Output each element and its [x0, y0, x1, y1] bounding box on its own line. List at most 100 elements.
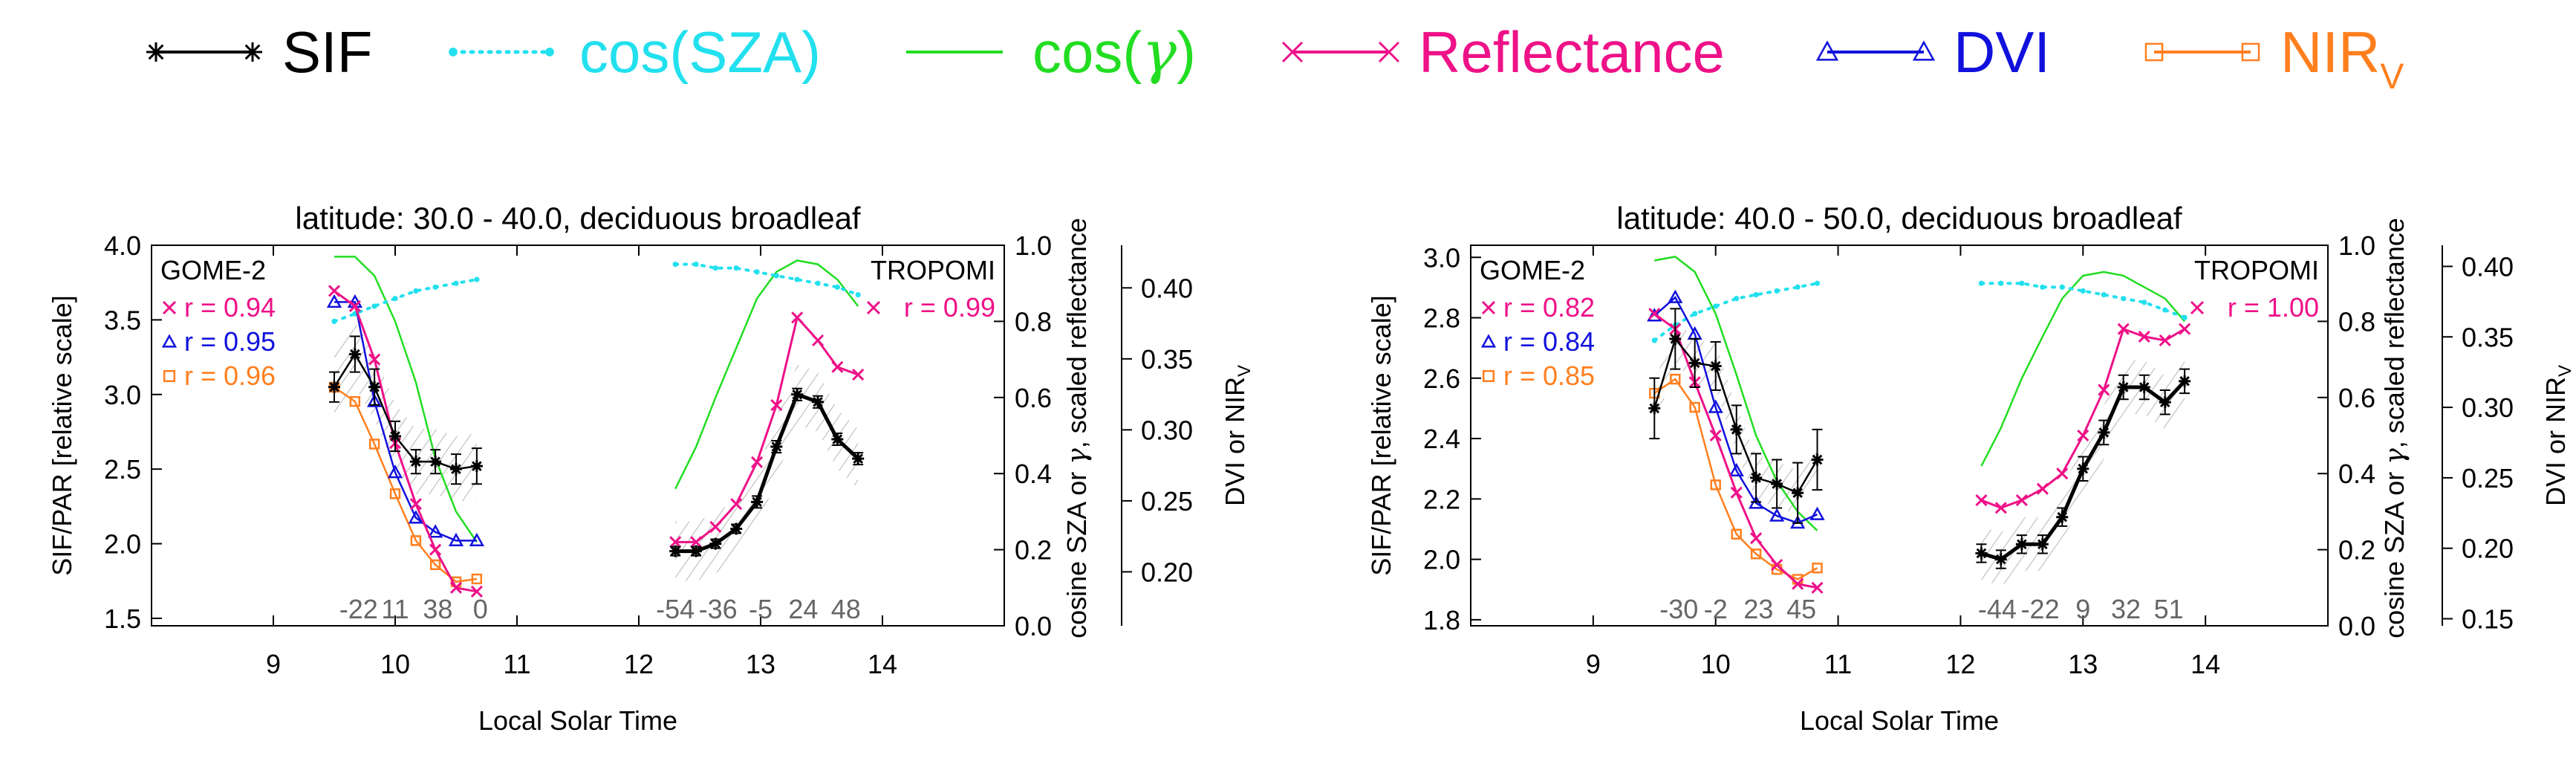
- cos-sza-point: [1713, 303, 1719, 309]
- y2-tick-label: 0.0: [1015, 611, 1052, 641]
- legend-marker: [545, 48, 554, 56]
- reflectance-point: [409, 498, 422, 511]
- angle-label: -5: [749, 594, 773, 624]
- y-tick-label: 2.0: [1423, 545, 1460, 575]
- segment-1: [1975, 271, 2191, 586]
- nirv-point: [1710, 479, 1721, 491]
- x-tick-label: 13: [746, 649, 775, 679]
- nirv-point: [1750, 548, 1762, 560]
- reflectance-point: [791, 311, 804, 324]
- y2-tick-label: 0.8: [2338, 306, 2375, 337]
- angle-label: 24: [788, 594, 818, 624]
- cos-gamma-line: [674, 259, 859, 490]
- legend-label: Reflectance: [1419, 19, 1725, 85]
- y3-tick-label: 0.40: [1141, 273, 1193, 303]
- y-tick-label: 2.6: [1423, 363, 1460, 394]
- reflectance-point: [2138, 330, 2150, 343]
- cos-sza-point: [392, 296, 398, 302]
- reflectance-point: [1730, 486, 1743, 499]
- cos-sza-point: [413, 288, 419, 294]
- y3-axis-label: DVI or NIRV: [1220, 365, 1255, 506]
- cos-sza-point: [1814, 280, 1821, 286]
- angle-label: -36: [699, 594, 738, 624]
- plot-frame: [151, 245, 1005, 627]
- charts: latitude: 30.0 - 40.0, deciduous broadle…: [47, 201, 2575, 736]
- sif-point: [1771, 478, 1783, 491]
- sif-point: [470, 460, 483, 473]
- legend-label: DVI: [1954, 19, 2050, 85]
- y2-tick-label: 0.4: [1015, 459, 1052, 489]
- dvi-point: [1809, 506, 1825, 520]
- angle-label: 51: [2154, 594, 2184, 624]
- cos-sza-line: [1980, 282, 2187, 320]
- reflectance-point: [1994, 502, 2007, 514]
- y-tick-label: 2.8: [1423, 303, 1460, 334]
- sif-point: [1811, 453, 1824, 466]
- sif-point: [1975, 547, 1988, 560]
- y3-tick-label: 0.35: [2462, 322, 2514, 352]
- angle-label: 38: [423, 594, 452, 624]
- dvi-point: [1708, 399, 1723, 413]
- sif-point: [831, 433, 844, 446]
- reflectance-point: [690, 536, 703, 548]
- nirv-line: [334, 386, 478, 583]
- reflectance-line: [334, 290, 478, 593]
- sif-point: [2117, 381, 2130, 393]
- reflectance-point: [852, 369, 865, 381]
- nirv-point: [410, 535, 422, 546]
- sif-point: [2036, 538, 2049, 551]
- dvi-point: [1728, 462, 1744, 477]
- cos-sza-point: [331, 318, 337, 324]
- sif-point: [2015, 538, 2028, 551]
- dvi-point: [1769, 508, 1785, 522]
- segment-1: [669, 259, 865, 581]
- dvi-point: [1790, 514, 1806, 529]
- chart-0: latitude: 30.0 - 40.0, deciduous broadle…: [47, 201, 1255, 736]
- x-tick-label: 13: [2068, 649, 2098, 679]
- sif-point: [812, 395, 824, 408]
- plot-frame: [1470, 245, 2329, 627]
- y-tick-label: 1.8: [1423, 605, 1460, 635]
- cos-sza-point: [2101, 291, 2107, 298]
- reflectance-point: [348, 300, 361, 312]
- y2-tick-label: 0.2: [2338, 535, 2375, 566]
- instrument-label-right: TROPOMI: [2194, 255, 2319, 285]
- dvi-point: [326, 294, 342, 308]
- cos-sza-point: [1998, 280, 2004, 286]
- legend-item-5: NIRV: [2144, 19, 2404, 97]
- y3-tick-label: 0.40: [2462, 251, 2514, 282]
- legend-marker: [1281, 41, 1304, 63]
- y2-axis-label: cosine SZA or γ, scaled reflectance: [2379, 218, 2410, 638]
- reflectance-point: [368, 353, 381, 366]
- angle-label: -30: [1659, 594, 1698, 624]
- angle-label: -44: [1978, 594, 2017, 624]
- reflectance-point: [2036, 482, 2049, 495]
- nirv-line: [1653, 378, 1818, 580]
- reflectance-point: [2015, 493, 2028, 507]
- correlation-label: r = 0.94: [184, 292, 276, 323]
- nirv-point: [471, 573, 483, 585]
- reflectance-line: [675, 315, 859, 543]
- cos-sza-point: [672, 262, 678, 268]
- reflectance-point: [1648, 308, 1661, 320]
- angle-label: 9: [2075, 594, 2090, 624]
- reflectance-point: [328, 285, 341, 297]
- sif-point: [770, 441, 783, 453]
- nirv-point: [429, 559, 441, 571]
- cos-sza-point: [1978, 280, 1985, 286]
- y2-tick-label: 0.4: [2338, 459, 2375, 489]
- sif-point: [450, 463, 462, 476]
- reflectance-point: [2117, 323, 2130, 335]
- instrument-label-left: GOME-2: [160, 255, 266, 285]
- y2-tick-label: 0.8: [1015, 306, 1052, 337]
- cos-sza-point: [2019, 280, 2025, 286]
- correlation-label: r = 1.00: [2228, 292, 2319, 323]
- y2-tick-label: 0.6: [2338, 383, 2375, 413]
- angle-label: -22: [2021, 594, 2060, 624]
- correlation-label: r = 0.95: [184, 326, 276, 357]
- y2-tick-label: 0.0: [2338, 611, 2375, 641]
- sif-point: [1994, 553, 2007, 566]
- dvi-point: [408, 510, 424, 524]
- dvi-point: [427, 524, 443, 538]
